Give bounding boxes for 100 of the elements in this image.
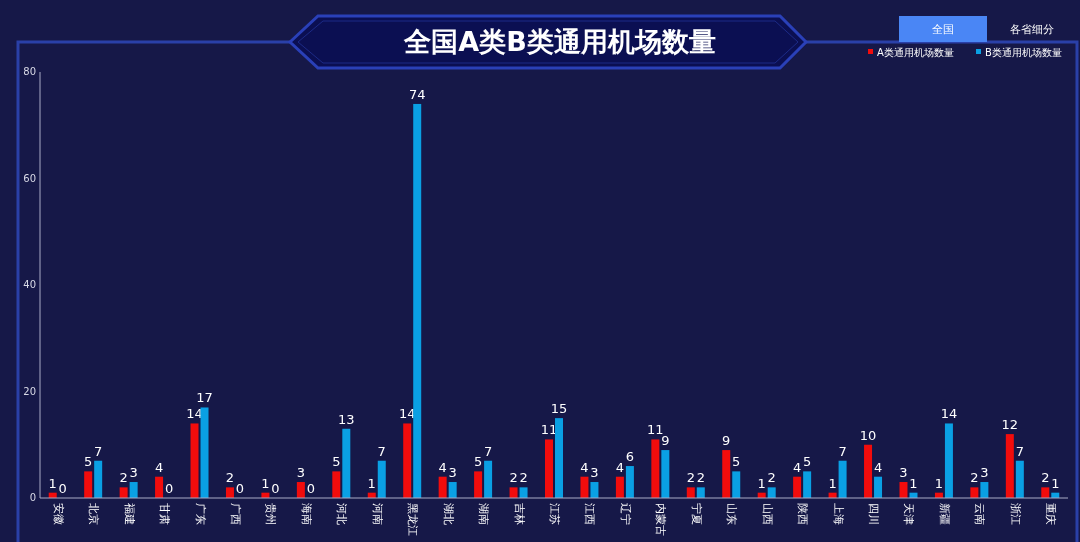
data-label: 9 (722, 433, 731, 449)
data-label: 3 (590, 465, 599, 481)
legend-label: A类通用机场数量 (877, 47, 954, 58)
data-label: 2 (686, 470, 695, 486)
bar (1041, 487, 1050, 498)
bar (696, 487, 705, 498)
data-label: 2 (509, 470, 518, 486)
data-label: 1 (48, 475, 57, 491)
bar (732, 471, 741, 498)
data-label: 5 (84, 454, 93, 470)
x-tick-label: 四川 (867, 503, 881, 525)
data-label: 7 (838, 443, 847, 459)
x-tick-label: 山西 (760, 503, 774, 525)
x-tick-label: 重庆 (1044, 503, 1058, 525)
data-label: 14 (186, 406, 203, 422)
data-label: 2 (519, 470, 528, 486)
bar (838, 460, 847, 498)
bar (625, 466, 634, 498)
bar (722, 450, 731, 498)
x-tick-label: 江苏 (548, 503, 561, 525)
data-label: 0 (271, 481, 280, 496)
data-label: 2 (767, 470, 776, 486)
x-tick-label: 湖南 (477, 503, 491, 525)
legend-label: B类通用机场数量 (985, 47, 1062, 58)
x-tick-label: 江西 (583, 503, 597, 525)
x-tick-label: 上海 (831, 503, 845, 525)
data-label: 6 (625, 449, 635, 465)
data-label: 3 (980, 465, 989, 481)
data-label: 3 (899, 465, 908, 481)
bar (190, 423, 199, 498)
x-tick-label: 安徽 (51, 503, 65, 525)
bar (545, 439, 553, 498)
bar (129, 482, 138, 498)
x-tick-label: 天津 (902, 503, 916, 525)
bar (651, 439, 660, 498)
data-label: 1 (261, 475, 270, 491)
x-tick-label: 黑龙江 (406, 503, 420, 536)
x-tick-label: 浙江 (1008, 503, 1022, 525)
x-tick-label: 河南 (370, 503, 384, 525)
data-label: 3 (448, 465, 457, 481)
data-label: 1 (934, 475, 944, 491)
data-label: 4 (580, 459, 589, 475)
data-label: 4 (873, 459, 883, 475)
bar (661, 450, 670, 498)
bar (580, 476, 589, 498)
x-tick-label: 新疆 (937, 503, 951, 525)
x-tick-label: 贵州 (264, 503, 278, 525)
data-label: 4 (615, 459, 625, 475)
bar (342, 428, 351, 498)
bar (793, 476, 802, 498)
bar (225, 487, 234, 498)
x-tick-label: 北京 (87, 503, 101, 525)
data-label: 11 (540, 422, 558, 438)
y-tick-label: 20 (23, 385, 36, 397)
x-tick-label: 河北 (335, 503, 349, 525)
bar (448, 482, 457, 498)
data-label: 13 (338, 411, 355, 427)
y-tick-label: 60 (23, 172, 36, 184)
bar (980, 482, 989, 498)
data-label: 74 (408, 86, 426, 102)
data-label: 7 (94, 443, 103, 459)
data-label: 2 (119, 470, 128, 486)
x-tick-label: 甘肃 (158, 503, 172, 525)
x-tick-label: 广西 (228, 503, 242, 525)
data-label: 5 (732, 454, 741, 470)
data-label: 0 (164, 481, 174, 496)
bar (519, 487, 528, 498)
bar (413, 103, 422, 498)
bar (84, 471, 93, 498)
data-label: 0 (306, 481, 315, 496)
x-tick-label: 内蒙古 (654, 503, 668, 536)
data-label: 1 (757, 475, 766, 491)
bar (899, 482, 908, 498)
data-label: 12 (1001, 417, 1019, 433)
data-label: 3 (296, 465, 305, 481)
data-label: 3 (129, 465, 138, 481)
bar (803, 471, 812, 498)
data-label: 2 (696, 470, 705, 486)
data-label: 2 (970, 470, 979, 486)
data-label: 14 (940, 406, 958, 422)
bar (119, 487, 128, 498)
data-label: 1 (828, 475, 837, 491)
x-tick-label: 福建 (122, 503, 136, 525)
bar (767, 487, 776, 498)
bar (332, 471, 341, 498)
data-label: 4 (438, 459, 447, 475)
bar (590, 482, 599, 498)
data-label: 5 (332, 454, 341, 470)
bar (615, 476, 624, 498)
data-label: 14 (398, 406, 416, 422)
bar (94, 460, 103, 498)
bar (1015, 460, 1024, 498)
data-label: 17 (196, 390, 213, 406)
y-tick-label: 0 (29, 492, 36, 503)
text: 全国 (932, 23, 954, 36)
bar (403, 423, 412, 498)
bar (438, 476, 447, 498)
bar (509, 487, 518, 498)
bar (970, 487, 979, 498)
bar (155, 476, 164, 498)
